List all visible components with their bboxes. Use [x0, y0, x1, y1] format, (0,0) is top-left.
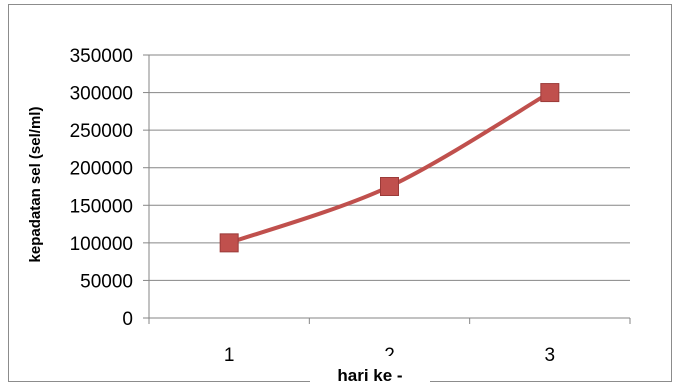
- y-axis-title: kepadatan sel (sel/ml): [27, 107, 44, 263]
- data-point-marker: [380, 177, 399, 196]
- x-tick-label: 3: [545, 345, 556, 366]
- y-tick-label: 300000: [70, 84, 133, 105]
- x-axis-title-box: [310, 356, 430, 386]
- x-axis-title: hari ke -: [337, 366, 402, 385]
- data-point-marker: [540, 83, 560, 103]
- y-tick-label: 50000: [80, 271, 133, 292]
- y-tick-label: 350000: [70, 46, 133, 67]
- y-tick-label: 0: [122, 309, 133, 330]
- x-axis-title-group: hari ke -: [310, 356, 430, 386]
- y-tick-label: 150000: [70, 196, 133, 217]
- x-tick-label: 1: [224, 345, 235, 366]
- y-tick-label: 100000: [70, 234, 133, 255]
- axes: [143, 54, 631, 324]
- chart-frame: [8, 4, 672, 382]
- x-tick-label: 2: [384, 345, 395, 366]
- y-tick-labels: 0 50000 100000 150000 200000 250000 300000 3500…: [70, 46, 133, 330]
- x-tick-labels: 1 2 3: [224, 345, 555, 366]
- y-tick-label: 200000: [70, 159, 133, 180]
- data-point-marker: [219, 233, 239, 253]
- y-tick-label: 250000: [70, 121, 133, 142]
- series: [219, 83, 560, 253]
